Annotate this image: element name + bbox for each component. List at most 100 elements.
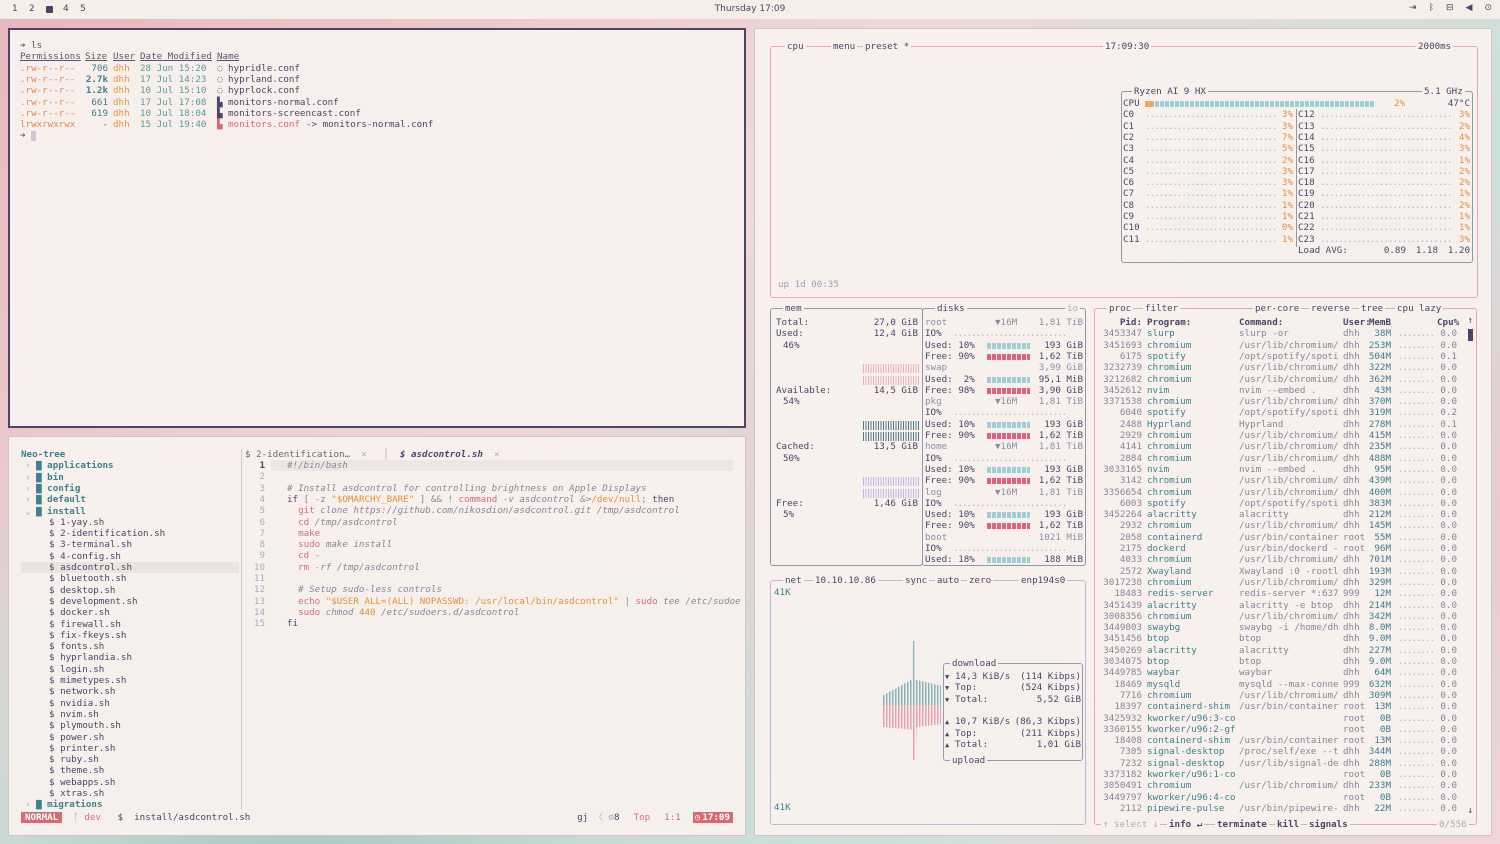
tree-item-firewall-sh[interactable]: $ firewall.sh bbox=[21, 619, 239, 630]
tab-close-icon[interactable]: × bbox=[482, 449, 511, 460]
tree-item-default[interactable]: › ▇ default bbox=[21, 494, 239, 505]
tree-item-config[interactable]: › ▇ config bbox=[21, 483, 239, 494]
process-row[interactable]: 3449803 swaybg swaybg -i /home/dh dhh 8.0M 0.… bbox=[1097, 622, 1465, 633]
zero-toggle[interactable]: zero bbox=[967, 575, 994, 586]
process-row[interactable]: 18469 mysqld mysqld --max-conne 999 632M 0.0.… bbox=[1097, 679, 1465, 690]
preset-button[interactable]: preset * bbox=[863, 41, 912, 52]
code-line[interactable]: 4 if [ -z "$OMARCHY_BARE" ] && ! command … bbox=[245, 494, 674, 505]
code-line[interactable]: 13 echo "$USER ALL=(ALL) NOPASSWD: /usr/… bbox=[245, 596, 741, 607]
tree-item-plymouth-sh[interactable]: $ plymouth.sh bbox=[21, 720, 239, 731]
code-line[interactable]: 1 #!/bin/bash bbox=[245, 460, 347, 471]
tree-item-nvim-sh[interactable]: $ nvim.sh bbox=[21, 709, 239, 720]
tree-item-applications[interactable]: › ▇ applications bbox=[21, 460, 239, 471]
process-row[interactable]: 2932 chromium/usr/lib/chromium/dhh 145M 0.0… bbox=[1097, 520, 1465, 531]
process-row[interactable]: 3356654 chromium/usr/lib/chromium/dhh 400M… bbox=[1097, 487, 1465, 498]
network-icon[interactable]: ⊟ bbox=[1445, 3, 1454, 13]
tree-item-mimetypes-sh[interactable]: $ mimetypes.sh bbox=[21, 675, 239, 686]
tree-item-nvidia-sh[interactable]: $ nvidia.sh bbox=[21, 698, 239, 709]
tree-item-3-terminal-sh[interactable]: $ 3-terminal.sh bbox=[21, 539, 239, 550]
process-row[interactable]: 3373182 kworker/u96:1-co root 0B 0.0........ bbox=[1097, 769, 1465, 780]
tree-item-theme-sh[interactable]: $ theme.sh bbox=[21, 765, 239, 776]
code-line[interactable]: 3 # Install asdcontrol for controlling br… bbox=[245, 483, 646, 494]
menu-button[interactable]: menu bbox=[831, 41, 858, 52]
tree-item-fonts-sh[interactable]: $ fonts.sh bbox=[21, 641, 239, 652]
code-line[interactable]: 11 bbox=[245, 573, 287, 584]
tree-toggle[interactable]: tree bbox=[1359, 303, 1386, 314]
process-row[interactable]: 3449785 waybar waybar dhh 64M 0.0........ bbox=[1097, 667, 1465, 678]
file-row[interactable]: .rw-r--r-- 1.2k dhh 10 Jul 15:10 ◌ hyprlock.c… bbox=[20, 85, 620, 96]
sync-toggle[interactable]: sync bbox=[903, 575, 930, 586]
process-row[interactable]: 7305 signal-desktop/proc/self/exe --t dhh 3… bbox=[1097, 746, 1465, 757]
scroll-up-icon[interactable]: ↑ bbox=[1467, 315, 1473, 326]
process-row[interactable]: 6175 spotify/opt/spotify/spoti dhh 504M 0.1.… bbox=[1097, 351, 1465, 362]
code-line[interactable]: 2 bbox=[245, 471, 287, 482]
process-row[interactable]: 2572 Xwayland Xwayland :0 -rootl dhh 193M 0.0… bbox=[1097, 566, 1465, 577]
process-row[interactable]: 3017238 chromium/usr/lib/chromium/dhh 329M… bbox=[1097, 577, 1465, 588]
mem-title[interactable]: mem bbox=[783, 303, 804, 314]
tree-item-asdcontrol-sh[interactable]: $ asdcontrol.sh bbox=[21, 562, 239, 574]
tree-item-xtras-sh[interactable]: $ xtras.sh bbox=[21, 788, 239, 799]
tree-item-2-identification-sh[interactable]: $ 2-identification.sh bbox=[21, 528, 239, 539]
proc-title[interactable]: proc bbox=[1107, 303, 1134, 314]
process-row[interactable]: 4141 chromium/usr/lib/chromium/dhh 235M 0.0… bbox=[1097, 441, 1465, 452]
workspace-1[interactable]: 1 bbox=[12, 4, 18, 14]
tree-item-ruby-sh[interactable]: $ ruby.sh bbox=[21, 754, 239, 765]
tree-item-migrations[interactable]: › ▇ migrations bbox=[21, 799, 239, 810]
tree-item-bin[interactable]: › ▇ bin bbox=[21, 472, 239, 483]
volume-icon[interactable]: ◀ bbox=[1465, 3, 1473, 13]
process-row[interactable]: 2488 Hyprland Hyprland dhh 278M 0.1........ bbox=[1097, 419, 1465, 430]
process-row[interactable]: 3425932 kworker/u96:3-co root 0B 0.0........ bbox=[1097, 713, 1465, 724]
process-row[interactable]: 4033 chromium/usr/lib/chromium/dhh 701M 0.0… bbox=[1097, 554, 1465, 565]
tree-item-login-sh[interactable]: $ login.sh bbox=[21, 664, 239, 675]
process-row[interactable]: 2058 containerd/usr/bin/container root 55M 0… bbox=[1097, 532, 1465, 543]
kill-button[interactable]: kill bbox=[1275, 819, 1302, 830]
terminal-window[interactable]: ➔ ls Permissions Size User Date Modified Name… bbox=[8, 28, 746, 428]
code-line[interactable]: 12 # Setup sudo-less controls bbox=[245, 584, 442, 595]
file-row[interactable]: lrwxrwxrwx - dhh 15 Jul 19:40 ▙ monitors.conf… bbox=[20, 119, 620, 130]
per-core-toggle[interactable]: per-core bbox=[1253, 303, 1302, 314]
info-button[interactable]: info ↵ bbox=[1167, 819, 1205, 830]
code-line[interactable]: 15 fi bbox=[245, 618, 298, 629]
tab-asdcontrol[interactable]: $ asdcontrol.sh bbox=[399, 449, 483, 460]
file-row[interactable]: .rw-r--r-- 2.7k dhh 17 Jul 14:23 ◌ hyprland.c… bbox=[20, 74, 620, 85]
tree-item-1-yay-sh[interactable]: $ 1-yay.sh bbox=[21, 517, 239, 528]
select-button[interactable]: ↑ select ↓ bbox=[1101, 819, 1161, 830]
cpu-title[interactable]: cpu bbox=[785, 41, 806, 52]
cursor[interactable] bbox=[31, 130, 37, 141]
net-interface[interactable]: enp194s0 bbox=[1019, 575, 1068, 586]
process-row[interactable]: 3452612 nvim nvim --embed . dhh 43M 0.0......… bbox=[1097, 385, 1465, 396]
process-row[interactable]: 3451456 btop btop dhh 9.0M 0.0........ bbox=[1097, 633, 1465, 644]
tree-item-power-sh[interactable]: $ power.sh bbox=[21, 732, 239, 743]
tree-item-4-config-sh[interactable]: $ 4-config.sh bbox=[21, 551, 239, 562]
update-interval[interactable]: 2000ms bbox=[1416, 41, 1454, 52]
scroll-down-icon[interactable]: ↓ bbox=[1467, 805, 1473, 816]
process-row[interactable]: 3450269 alacritty alacritty dhh 227M 0.0.....… bbox=[1097, 645, 1465, 656]
process-row[interactable]: 18408 containerd-shim/usr/bin/container ro… bbox=[1097, 735, 1465, 746]
tab-close-icon[interactable]: × │ bbox=[350, 449, 400, 460]
process-row[interactable]: 6003 spotify/opt/spotify/spoti dhh 383M 0.0.… bbox=[1097, 498, 1465, 509]
process-row[interactable]: 3360155 kworker/u96:2-gf root 0B 0.0........ bbox=[1097, 724, 1465, 735]
process-row[interactable]: 3033165 nvim nvim --embed . dhh 95M 0.0......… bbox=[1097, 464, 1465, 475]
process-row[interactable]: 3453347 slurp slurp -or dhh 38M 0.0........ bbox=[1097, 328, 1465, 339]
tree-item-webapps-sh[interactable]: $ webapps.sh bbox=[21, 777, 239, 788]
process-row[interactable]: 18397 containerd-shim/usr/bin/container ro… bbox=[1097, 701, 1465, 712]
process-row[interactable]: 2929 chromium/usr/lib/chromium/dhh 415M 0.0… bbox=[1097, 430, 1465, 441]
process-row[interactable]: 3232739 chromium/usr/lib/chromium/dhh 322M… bbox=[1097, 362, 1465, 373]
process-row[interactable]: 3371538 chromium/usr/lib/chromium/dhh 370M… bbox=[1097, 396, 1465, 407]
power-icon[interactable]: ⊙ bbox=[1484, 3, 1492, 13]
workspace-2[interactable]: 2 bbox=[29, 4, 35, 14]
tree-item-network-sh[interactable]: $ network.sh bbox=[21, 686, 239, 697]
nvim-window[interactable]: Neo-tree › ▇ applications › ▇ bin › ▇ confi… bbox=[8, 436, 746, 836]
code-line[interactable]: 5 git clone https://github.com/nikosdion… bbox=[245, 505, 679, 516]
process-row[interactable]: 3212682 chromium/usr/lib/chromium/dhh 362M… bbox=[1097, 374, 1465, 385]
process-row[interactable]: 2112 pipewire-pulse/usr/bin/pipewire-dhh 2… bbox=[1097, 803, 1465, 814]
tree-item-printer-sh[interactable]: $ printer.sh bbox=[21, 743, 239, 754]
process-row[interactable]: 7716 chromium/usr/lib/chromium/dhh 309M 0.0… bbox=[1097, 690, 1465, 701]
sort-selector[interactable]: cpu lazy bbox=[1395, 303, 1444, 314]
process-row[interactable]: 3050491 chromium/usr/lib/chromium/dhh 233M… bbox=[1097, 780, 1465, 791]
process-row[interactable]: 2175 dockerd/usr/bin/dockerd - root 96M 0.0.… bbox=[1097, 543, 1465, 554]
io-toggle[interactable]: io bbox=[1065, 303, 1081, 314]
signals-button[interactable]: signals bbox=[1307, 819, 1350, 830]
btop-window[interactable]: cpu menu preset * 17:09:30 2000ms up 1d 00:35… bbox=[754, 28, 1492, 836]
reverse-toggle[interactable]: reverse bbox=[1309, 303, 1352, 314]
